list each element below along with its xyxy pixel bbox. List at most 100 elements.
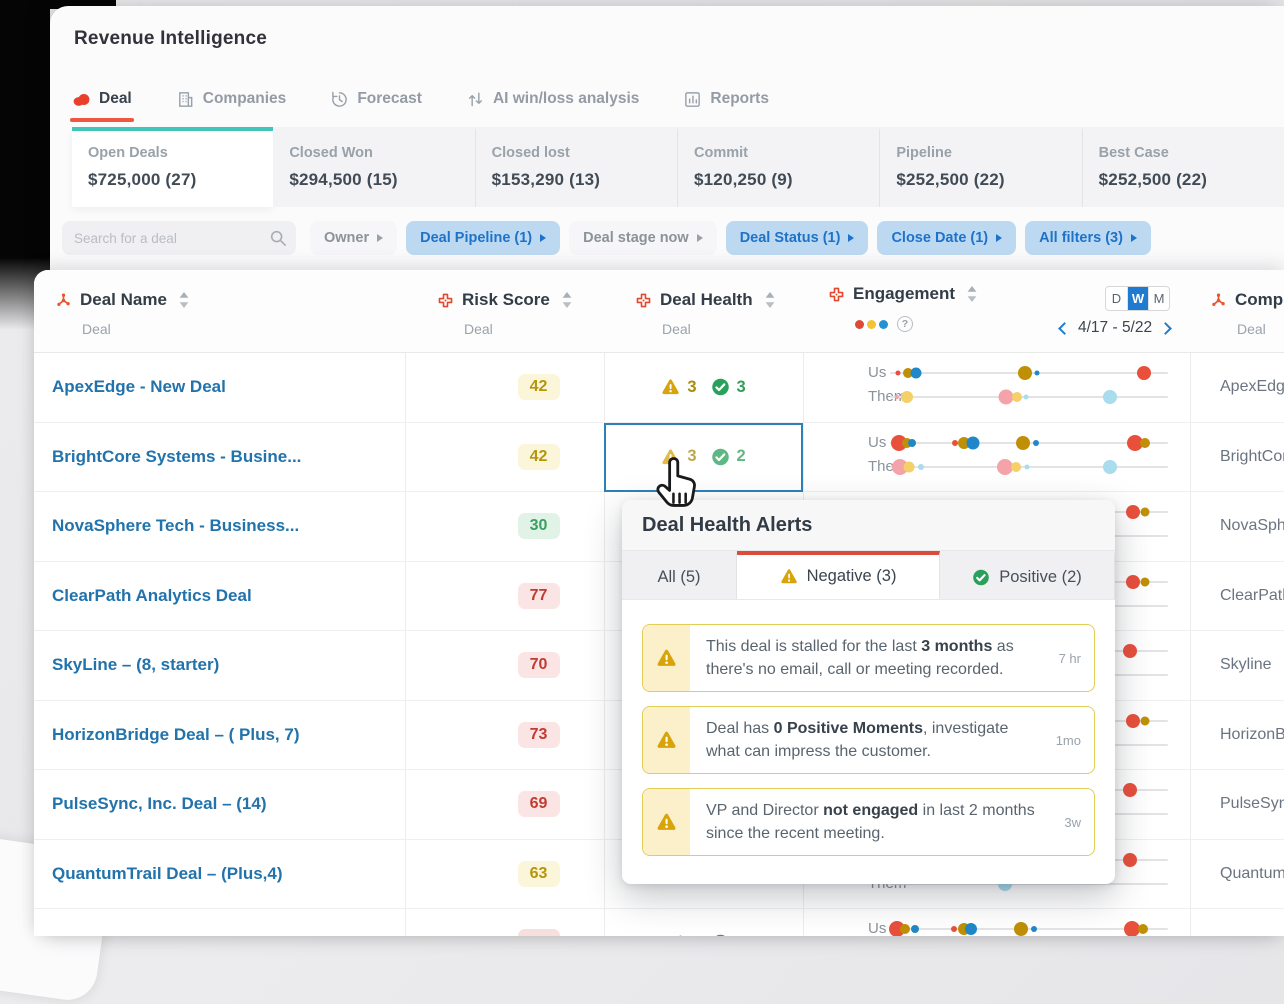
engagement-dot-olive [1140,716,1150,725]
table-header: Deal Name Deal Risk Score Deal Deal Heal… [34,270,1284,353]
table-row: Us Them [34,909,1284,936]
company-cell: PulseSync [1220,795,1284,813]
engagement-dot-olive [1138,924,1148,934]
period-button-w[interactable]: W [1127,287,1148,310]
help-icon[interactable]: ? [897,316,913,332]
summary-value: $252,500 (22) [1098,170,1208,189]
summary-label: Pipeline [896,145,952,161]
column-header-risk-score[interactable]: Risk Score [437,290,572,310]
selected-deal-health-cell[interactable] [604,422,803,492]
tab-ai-win-loss-analysis[interactable]: AI win/loss analysis [466,90,639,109]
deal-name-link[interactable]: HorizonBridge Deal – ( Plus, 7) [52,724,300,744]
filter-chip-all-filters-3[interactable]: All filters (3) [1025,221,1151,255]
deal-name-link[interactable]: NovaSphere Tech - Business... [52,516,300,536]
filter-chip-owner[interactable]: Owner [310,221,398,255]
summary-card-open-deals[interactable]: Open Deals $725,000 (27) [72,127,274,207]
column-subtitle: Deal [1237,321,1266,337]
deal-blob-icon [72,90,91,109]
risk-score-cell: 63 [439,840,638,909]
risk-score-badge: 63 [517,860,560,887]
tab-label: Deal [99,90,132,107]
warning-icon [661,378,680,396]
tab-deal[interactable]: Deal [70,90,134,122]
deal-name-link[interactable]: BrightCore Systems - Busine... [52,446,302,466]
tab-companies[interactable]: Companies [176,90,286,109]
search-input[interactable] [62,221,296,255]
column-header-deal-health[interactable]: Deal Health [635,290,775,310]
summary-value: $725,000 (27) [88,170,197,189]
sort-icon[interactable] [967,286,977,302]
deal-health-cell[interactable] [604,909,803,936]
sort-icon[interactable] [562,292,572,308]
deal-name-link[interactable]: QuantumTrail Deal – (Plus,4) [52,863,283,883]
search-icon[interactable] [269,229,287,247]
chip-label: Deal Status (1) [739,230,841,246]
risk-score-cell: 42 [439,353,638,422]
risk-score-cell: 30 [439,492,638,561]
tab-forecast[interactable]: Forecast [330,90,422,109]
report-chart-icon [683,90,702,109]
engagement-dot-yellow [1010,461,1021,472]
period-button-d[interactable]: D [1111,291,1122,306]
chip-label: Deal stage now [583,230,689,246]
company-cell: HorizonBridge [1220,725,1284,743]
engagement-dot-blue [910,367,922,379]
risk-score-cell: 77 [439,562,638,631]
check-icon [711,378,730,396]
caret-right-icon [1130,234,1137,242]
engagement-dot-olive [1140,507,1150,517]
deal-name-link[interactable]: ClearPath Analytics Deal [52,585,252,605]
filter-chip-close-date-1[interactable]: Close Date (1) [877,221,1017,255]
summary-card-commit[interactable]: Commit $120,250 (9) [676,127,880,207]
chevron-right-icon[interactable] [1159,321,1172,335]
popup-title: Deal Health Alerts [642,513,813,536]
summary-card-closed-lost[interactable]: Closed lost $153,290 (13) [474,127,677,207]
positive-alerts: 3 [711,378,746,397]
filter-chip-deal-pipeline-1[interactable]: Deal Pipeline (1) [406,221,561,255]
warning-icon [656,648,677,668]
risk-score-cell: 70 [439,631,638,700]
alert-card[interactable]: VP and Director not engaged in last 2 mo… [642,788,1095,856]
alert-card[interactable]: Deal has 0 Positive Moments, investigate… [642,706,1095,774]
risk-score-badge: 69 [517,791,560,818]
caret-right-icon [848,234,855,242]
sort-icon[interactable] [179,292,189,308]
engagement-dot-red [1126,505,1140,519]
engagement-dot-olive [1139,437,1150,448]
deal-name-link[interactable]: ApexEdge - New Deal [52,377,226,397]
chevron-left-icon[interactable] [1058,321,1071,335]
engagement-them-label: Them [868,388,907,405]
engagement-us-label: Us [868,920,887,936]
alert-age: 7 hr [1058,650,1081,666]
sort-icon[interactable] [765,292,775,308]
popup-tab-all-5[interactable]: All (5) [622,551,737,599]
engagement-dot-red [1122,852,1137,867]
column-header-engagement[interactable]: Engagement [828,284,977,304]
background-corner-tab [50,0,116,9]
table-row: ApexEdge - New Deal 42 3 3 U [34,353,1284,423]
filter-chip-deal-status-1[interactable]: Deal Status (1) [725,221,869,255]
negative-alerts: 3 [661,378,697,397]
filter-chip-deal-stage-now[interactable]: Deal stage now [569,221,717,255]
deal-name-link[interactable]: PulseSync, Inc. Deal – (14) [52,794,267,814]
column-header-company[interactable]: Comp [1210,290,1283,310]
popup-tab-negative-3[interactable]: Negative (3) [737,551,940,599]
negative-count: 3 [687,447,697,466]
buildings-icon [176,90,195,109]
company-cell: NovaSphere [1220,517,1284,535]
summary-card-pipeline[interactable]: Pipeline $252,500 (22) [879,127,1082,207]
risk-score-cell: 73 [439,701,638,770]
engagement-dot-olive [903,368,914,378]
tab-reports[interactable]: Reports [683,90,769,109]
summary-card-best-case[interactable]: Best Case $252,500 (22) [1081,127,1284,207]
summary-card-closed-won[interactable]: Closed Won $294,500 (15) [273,127,475,207]
deal-health-cell[interactable]: 3 3 [604,353,803,422]
deal-name-link[interactable]: SkyLine – (8, starter) [52,655,220,675]
engagement-dot-blue [911,925,919,933]
engagement-dot-olive [1018,366,1033,380]
period-button-m[interactable]: M [1148,287,1169,310]
popup-tab-positive-2[interactable]: Positive (2) [940,551,1115,599]
column-header-deal-name[interactable]: Deal Name [55,290,189,310]
alert-card[interactable]: This deal is stalled for the last 3 mont… [642,624,1095,692]
alert-age: 1mo [1055,732,1081,748]
